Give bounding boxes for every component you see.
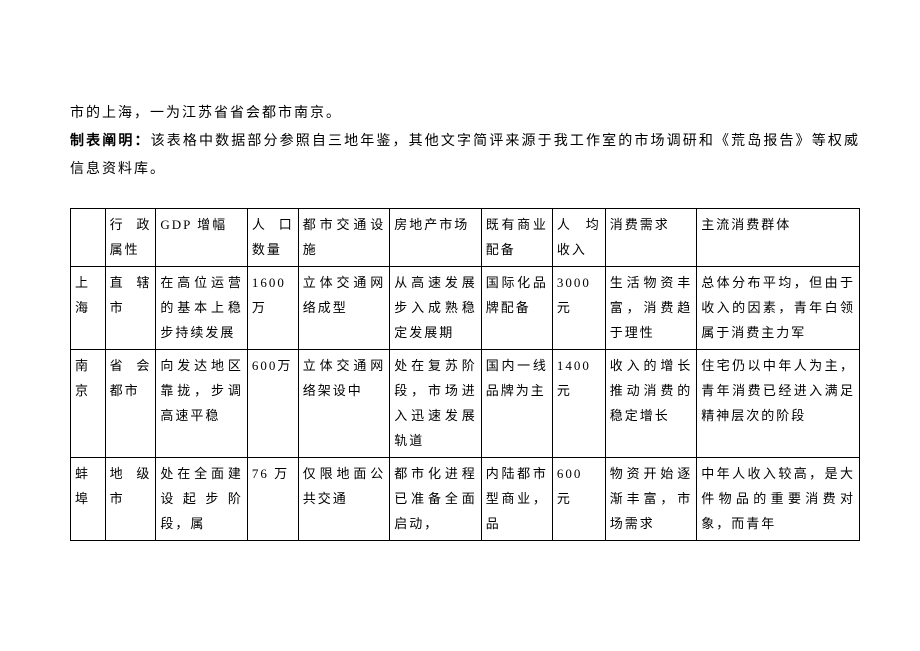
cell-income: 1400元 [552, 350, 605, 458]
document-page: 市的上海，一为江苏省省会都市南京。 制表阐明：该表格中数据部分参照自三地年鉴，其… [0, 0, 920, 541]
col-transport: 都市交通设施 [298, 209, 390, 267]
cell-demand: 收入的增长推动消费的稳定增长 [605, 350, 697, 458]
col-consumer: 主流消费群体 [697, 209, 860, 267]
paragraph-1: 市的上海，一为江苏省省会都市南京。 [70, 100, 860, 128]
cell-demand: 生活物资丰富，消费趋于理性 [605, 267, 697, 350]
cell-demand: 物资开始逐渐丰富，市场需求 [605, 458, 697, 541]
cell-realestate: 处在复苏阶段，市场进入迅速发展轨道 [390, 350, 482, 458]
cell-transport: 仅限地面公共交通 [298, 458, 390, 541]
cell-commerce: 国际化品牌配备 [481, 267, 552, 350]
cell-admin: 直辖市 [105, 267, 156, 350]
table-header-row: 行政属性 GDP 增幅 人口数量 都市交通设施 房地产市场 既有商业配备 人均收… [71, 209, 860, 267]
cell-commerce: 内陆都市型商业，品 [481, 458, 552, 541]
cell-population: 76 万 [247, 458, 298, 541]
cell-admin: 省会都市 [105, 350, 156, 458]
cell-consumer: 住宅仍以中年人为主，青年消费已经进入满足精神层次的阶段 [697, 350, 860, 458]
paragraph-2-text: 该表格中数据部分参照自三地年鉴，其他文字简评来源于我工作室的市场调研和《荒岛报告… [70, 134, 860, 177]
cell-realestate: 都市化进程已准备全面启动， [390, 458, 482, 541]
col-commerce: 既有商业配备 [481, 209, 552, 267]
cell-city: 蚌埠 [71, 458, 106, 541]
cell-city: 上海 [71, 267, 106, 350]
cell-income: 3000元 [552, 267, 605, 350]
cell-gdp: 向发达地区靠拢，步调高速平稳 [156, 350, 248, 458]
table-row: 上海 直辖市 在高位运营的基本上稳步持续发展 1600万 立体交通网络成型 从高… [71, 267, 860, 350]
col-income: 人均收入 [552, 209, 605, 267]
paragraph-2-label: 制表阐明： [70, 134, 151, 149]
paragraph-2: 制表阐明：该表格中数据部分参照自三地年鉴，其他文字简评来源于我工作室的市场调研和… [70, 128, 860, 184]
cell-consumer: 中年人收入较高，是大件物品的重要消费对象，而青年 [697, 458, 860, 541]
col-gdp: GDP 增幅 [156, 209, 248, 267]
cell-gdp: 在高位运营的基本上稳步持续发展 [156, 267, 248, 350]
cell-transport: 立体交通网络架设中 [298, 350, 390, 458]
table-row: 南京 省会都市 向发达地区靠拢，步调高速平稳 600万 立体交通网络架设中 处在… [71, 350, 860, 458]
table-row: 蚌埠 地级市 处在全面建设起步阶段，属 76 万 仅限地面公共交通 都市化进程已… [71, 458, 860, 541]
cell-population: 1600万 [247, 267, 298, 350]
col-city [71, 209, 106, 267]
cell-realestate: 从高速发展步入成熟稳定发展期 [390, 267, 482, 350]
cell-population: 600万 [247, 350, 298, 458]
cell-admin: 地级市 [105, 458, 156, 541]
cell-transport: 立体交通网络成型 [298, 267, 390, 350]
cell-gdp: 处在全面建设起步阶段，属 [156, 458, 248, 541]
paragraph-1-text: 市的上海，一为江苏省省会都市南京。 [70, 106, 342, 121]
cell-income: 600 元 [552, 458, 605, 541]
cell-city: 南京 [71, 350, 106, 458]
col-admin: 行政属性 [105, 209, 156, 267]
col-realestate: 房地产市场 [390, 209, 482, 267]
cell-commerce: 国内一线品牌为主 [481, 350, 552, 458]
col-population: 人口数量 [247, 209, 298, 267]
comparison-table: 行政属性 GDP 增幅 人口数量 都市交通设施 房地产市场 既有商业配备 人均收… [70, 208, 860, 541]
cell-consumer: 总体分布平均，但由于收入的因素，青年白领属于消费主力军 [697, 267, 860, 350]
col-demand: 消费需求 [605, 209, 697, 267]
